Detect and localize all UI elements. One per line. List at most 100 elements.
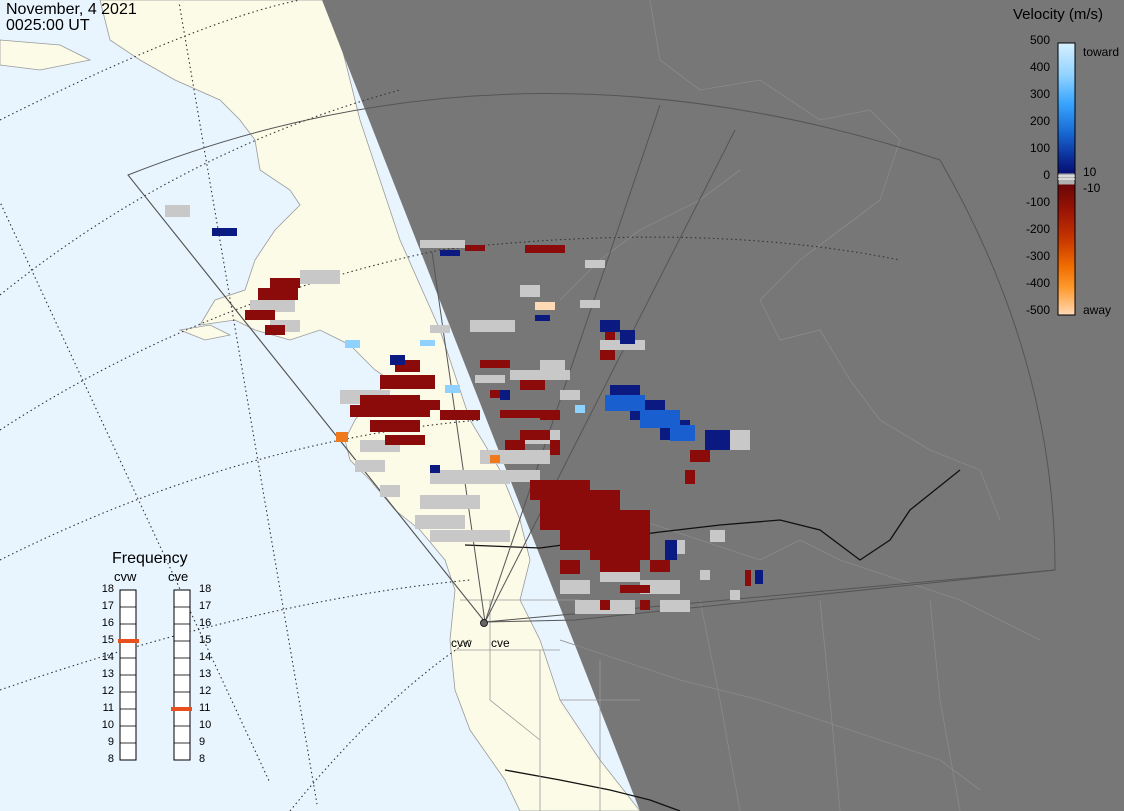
colorbar-tick-label: -500 [1025, 303, 1050, 317]
us-mexico-border [504, 769, 681, 811]
scatter-cell [640, 600, 650, 610]
freq-tick-right: 12 [199, 685, 212, 697]
scatter-cell [385, 435, 425, 445]
freq-tick-right: 14 [199, 651, 212, 663]
scatter-cell [470, 320, 515, 332]
scatter-cell [685, 470, 695, 484]
scatter-cell [535, 302, 555, 310]
scatter-cell [745, 570, 751, 586]
scatter-cell [585, 260, 605, 268]
colorbar-tick-label: -400 [1025, 276, 1050, 290]
frequency-marker-cvw [118, 639, 139, 643]
scatter-cell [445, 385, 460, 393]
freq-tick-right: 13 [199, 668, 212, 680]
scatter-cell [465, 245, 485, 251]
scatter-cell [370, 420, 420, 432]
scatter-cell [560, 560, 580, 574]
scatter-cell [520, 285, 540, 297]
scatter-cell [380, 375, 435, 389]
scatter-cell [520, 380, 545, 390]
colorbar-tick-label: 0 [1043, 168, 1050, 182]
scatter-cell [600, 350, 615, 360]
state-lines [455, 599, 640, 811]
freq-tick-right: 10 [199, 719, 212, 731]
scatter-cell [755, 570, 763, 584]
colorbar-threshold-neg: -10 [1083, 181, 1101, 195]
scatter-cell [165, 205, 190, 217]
scatter-cell [670, 425, 695, 441]
scatter-cell [250, 300, 295, 312]
scatter-cell [415, 515, 465, 529]
freq-tick-right: 11 [199, 702, 211, 714]
scatter-cell [650, 560, 670, 572]
scatter-cell [410, 400, 440, 410]
freq-tick-left: 16 [101, 617, 114, 629]
scatter-cell [600, 600, 610, 610]
scatter-cell [500, 410, 540, 418]
scatter-cell [355, 460, 385, 472]
scatter-cell [420, 340, 435, 346]
scatter-cell [300, 270, 340, 284]
freq-tick-left: 14 [101, 651, 114, 663]
freq-tick-right: 17 [199, 600, 212, 612]
freq-tick-right: 16 [199, 617, 212, 629]
scatter-cell [345, 340, 360, 348]
scatter-cell [480, 360, 510, 368]
scatter-cell [540, 410, 560, 420]
colorbar-away-label: away [1083, 303, 1112, 317]
colorbar-tick-label: 500 [1029, 33, 1050, 47]
scatter-cell [530, 480, 590, 500]
scatter-cell [420, 495, 480, 509]
scatter-cell [580, 490, 620, 502]
scatter-cell [700, 570, 710, 580]
scatter-cell [430, 325, 450, 333]
night-land-outlines [559, 0, 1041, 811]
freq-tick-left: 13 [101, 668, 114, 680]
scatter-cell [580, 300, 600, 308]
scatter-cell [600, 320, 620, 332]
scatter-cell [265, 325, 285, 335]
site-label-cvw: cvw [451, 636, 472, 650]
scatter-cell [390, 355, 405, 365]
colorbar-threshold-pos: 10 [1083, 165, 1097, 179]
scatter-cell [490, 455, 500, 463]
colorbar-tick-label: -200 [1025, 222, 1050, 236]
scatter-cell [440, 250, 460, 256]
colorbar-tick-label: 200 [1029, 114, 1050, 128]
scatter-cell [380, 485, 400, 497]
scatter-cell [360, 395, 420, 407]
freq-tick-left: 17 [101, 600, 114, 612]
freq-tick-left: 11 [102, 702, 114, 714]
scatter-cell [440, 410, 480, 420]
scatter-cell [520, 430, 550, 440]
colorbar-tick-label: 100 [1029, 141, 1050, 155]
scatter-cell [560, 580, 590, 594]
scatter-cell [560, 390, 580, 400]
fov-outline [127, 93, 1056, 623]
scatter-cell [500, 470, 540, 482]
scatter-cell [665, 540, 677, 560]
scatter-cell [635, 340, 645, 350]
scatter-cell [258, 288, 298, 300]
scatter-cell [730, 590, 740, 600]
colorbar-tick-label: -100 [1025, 195, 1050, 209]
scatter-cell [430, 470, 510, 484]
colorbar-tick-label: 300 [1029, 87, 1050, 101]
scatter-cell [620, 510, 650, 530]
scatter-cell [600, 340, 640, 350]
scatter-cell [605, 330, 615, 340]
freq-tick-right: 8 [199, 753, 206, 765]
scatter-cell [600, 570, 640, 582]
scatter-cell [705, 430, 730, 450]
freq-tick-right: 9 [199, 736, 206, 748]
date-label: November, 4 2021 [6, 1, 137, 18]
freq-radar-cve-label: cve [168, 569, 189, 584]
scatter-cell [620, 585, 650, 593]
freq-tick-right: 18 [199, 583, 212, 595]
scatter-cell [600, 560, 640, 572]
scatter-cell [245, 310, 275, 320]
scatter-cell [505, 440, 525, 450]
scatter-cell [212, 228, 237, 236]
colorbar-title: Velocity (m/s) [1013, 6, 1104, 23]
velocity-cells [212, 228, 763, 610]
